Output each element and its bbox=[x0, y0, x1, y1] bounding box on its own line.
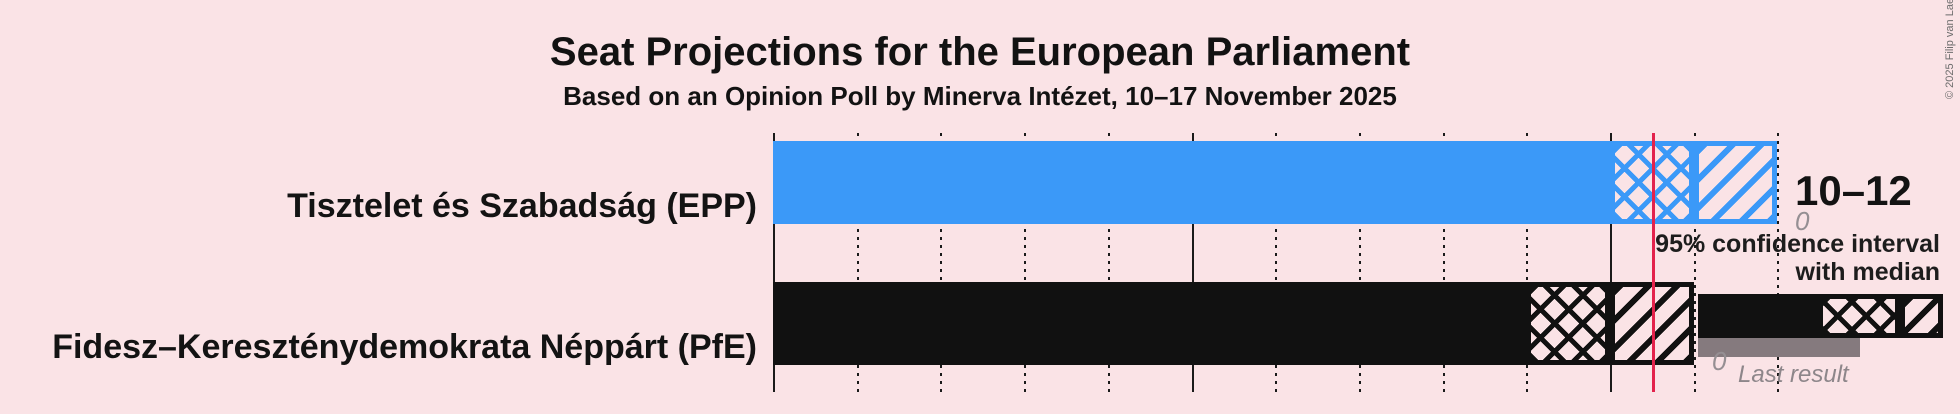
last-result-value-label: 0 bbox=[1712, 346, 1727, 376]
last-result-value-label: 0 bbox=[1795, 206, 1810, 236]
party-label: Fidesz–Kereszténydemokrata Néppárt (PfE) bbox=[52, 328, 757, 366]
bar-ci-low-to-median-segment bbox=[1526, 282, 1610, 365]
legend-sample-bar-solid bbox=[1698, 294, 1818, 338]
gridline-dotted-1 bbox=[857, 133, 859, 392]
page-title: Seat Projections for the European Parlia… bbox=[549, 30, 1411, 74]
gridline-solid-5 bbox=[1192, 133, 1194, 392]
party-label: Tisztelet és Szabadság (EPP) bbox=[287, 187, 757, 225]
gridline-dotted-4 bbox=[1108, 133, 1110, 392]
chart-subtitle: Based on an Opinion Poll by Minerva Inté… bbox=[563, 81, 1397, 111]
gridline-dotted-12 bbox=[1777, 133, 1779, 392]
bar-median-to-ci-high-segment bbox=[1694, 141, 1777, 224]
legend-ci-line2: with median bbox=[1795, 258, 1940, 286]
legend-sample-bar-diagonal bbox=[1900, 294, 1943, 338]
gridline-dotted-9 bbox=[1526, 133, 1528, 392]
legend-ci-line1: 95% confidence interval bbox=[1655, 230, 1940, 258]
copyright-note: © 2025 Filip van Laenen bbox=[1944, 0, 1956, 99]
legend-last-result-bar bbox=[1698, 338, 1860, 357]
legend-last-result-label: Last result bbox=[1738, 361, 1849, 388]
majority-threshold-line bbox=[1652, 133, 1655, 392]
gridline-dotted-8 bbox=[1443, 133, 1445, 392]
ci-range-label: 10–12 bbox=[1795, 167, 1912, 214]
gridline-dotted-7 bbox=[1359, 133, 1361, 392]
gridline-solid-0 bbox=[773, 133, 775, 392]
legend-sample-bar-crosshatch bbox=[1818, 294, 1900, 338]
gridline-dotted-11 bbox=[1694, 133, 1696, 392]
gridline-dotted-3 bbox=[1024, 133, 1026, 392]
bar-solid-segment bbox=[773, 282, 1526, 365]
bar-solid-segment bbox=[773, 141, 1610, 224]
gridline-dotted-6 bbox=[1275, 133, 1277, 392]
gridline-solid-10 bbox=[1610, 133, 1612, 392]
gridline-dotted-2 bbox=[940, 133, 942, 392]
